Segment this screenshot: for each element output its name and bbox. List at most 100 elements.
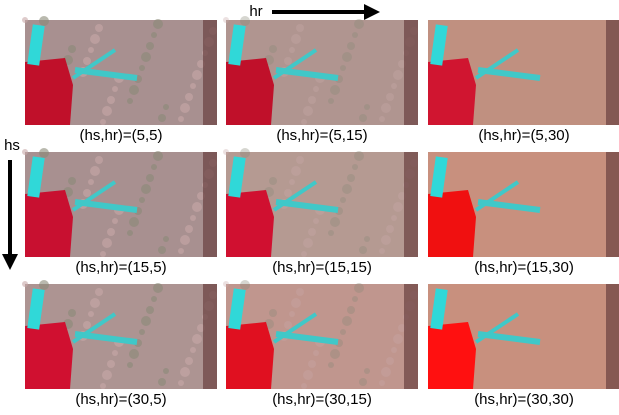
texture	[301, 251, 307, 257]
texture	[391, 83, 397, 89]
texture	[100, 119, 106, 125]
texture	[129, 85, 139, 95]
right-edge	[203, 152, 217, 257]
texture	[39, 148, 49, 158]
texture	[163, 236, 169, 242]
cyan-road	[74, 331, 138, 345]
texture	[22, 17, 28, 23]
texture	[100, 383, 106, 389]
texture	[301, 119, 307, 125]
cyan-road	[477, 199, 541, 213]
texture	[39, 16, 49, 26]
texture	[269, 309, 277, 317]
image-panel	[22, 16, 217, 125]
texture	[112, 86, 118, 92]
red-field	[25, 322, 73, 389]
cyan-strip	[228, 156, 246, 198]
texture	[354, 151, 364, 161]
texture	[151, 32, 157, 38]
texture	[308, 96, 316, 104]
texture	[158, 246, 166, 254]
texture	[223, 281, 229, 287]
texture	[386, 357, 394, 365]
right-edge	[404, 20, 418, 125]
texture	[100, 251, 106, 257]
texture	[95, 288, 103, 296]
texture	[386, 225, 394, 233]
texture	[359, 114, 367, 122]
texture	[95, 24, 103, 32]
texture	[146, 306, 154, 314]
texture	[68, 177, 76, 185]
texture	[22, 149, 28, 155]
texture	[393, 70, 403, 80]
red-field	[428, 322, 476, 389]
texture	[296, 24, 304, 32]
texture	[153, 283, 163, 293]
texture	[342, 184, 352, 194]
texture	[129, 217, 139, 227]
texture	[386, 93, 394, 101]
texture	[391, 347, 397, 353]
red-field	[226, 58, 274, 125]
red-field	[25, 190, 73, 257]
caption: (hs,hr)=(5,30)	[478, 127, 569, 144]
caption: (hs,hr)=(30,5)	[75, 391, 166, 408]
right-edge	[606, 284, 619, 389]
texture	[308, 228, 316, 236]
texture	[354, 283, 364, 293]
texture	[95, 156, 103, 164]
texture	[269, 177, 277, 185]
texture	[381, 367, 391, 377]
texture	[284, 189, 292, 197]
texture	[379, 116, 385, 122]
texture	[129, 349, 139, 359]
cyan-strip	[430, 156, 448, 198]
red-field	[25, 58, 73, 125]
texture	[330, 85, 340, 95]
texture	[102, 106, 112, 116]
texture	[153, 151, 163, 161]
texture	[330, 349, 340, 359]
texture	[340, 65, 346, 71]
texture	[90, 298, 100, 308]
texture	[127, 230, 133, 236]
row-axis-label: hs	[4, 137, 20, 154]
cyan-road	[74, 67, 138, 81]
texture	[83, 321, 91, 329]
cyan-strip	[27, 288, 45, 330]
texture	[364, 236, 370, 242]
texture	[291, 298, 301, 308]
texture	[240, 280, 250, 290]
texture	[301, 383, 307, 389]
texture	[308, 360, 316, 368]
texture	[180, 103, 190, 113]
texture	[284, 57, 292, 65]
caption: (hs,hr)=(30,15)	[272, 391, 372, 408]
texture	[190, 215, 196, 221]
texture	[139, 329, 145, 335]
texture	[342, 52, 352, 62]
texture	[107, 360, 115, 368]
texture	[190, 83, 196, 89]
texture	[313, 350, 319, 356]
texture	[163, 104, 169, 110]
image-panel	[22, 148, 217, 257]
texture	[141, 184, 151, 194]
texture	[90, 34, 100, 44]
texture	[269, 45, 277, 53]
texture	[354, 19, 364, 29]
cyan-strip	[27, 24, 45, 66]
cyan-road	[275, 331, 339, 345]
texture	[102, 238, 112, 248]
texture	[342, 316, 352, 326]
right-edge	[404, 284, 418, 389]
texture	[381, 235, 391, 245]
texture	[88, 311, 94, 317]
image-panel	[223, 280, 418, 389]
texture	[352, 32, 358, 38]
texture	[352, 296, 358, 302]
right-edge	[606, 20, 619, 125]
texture	[127, 362, 133, 368]
texture	[291, 34, 301, 44]
